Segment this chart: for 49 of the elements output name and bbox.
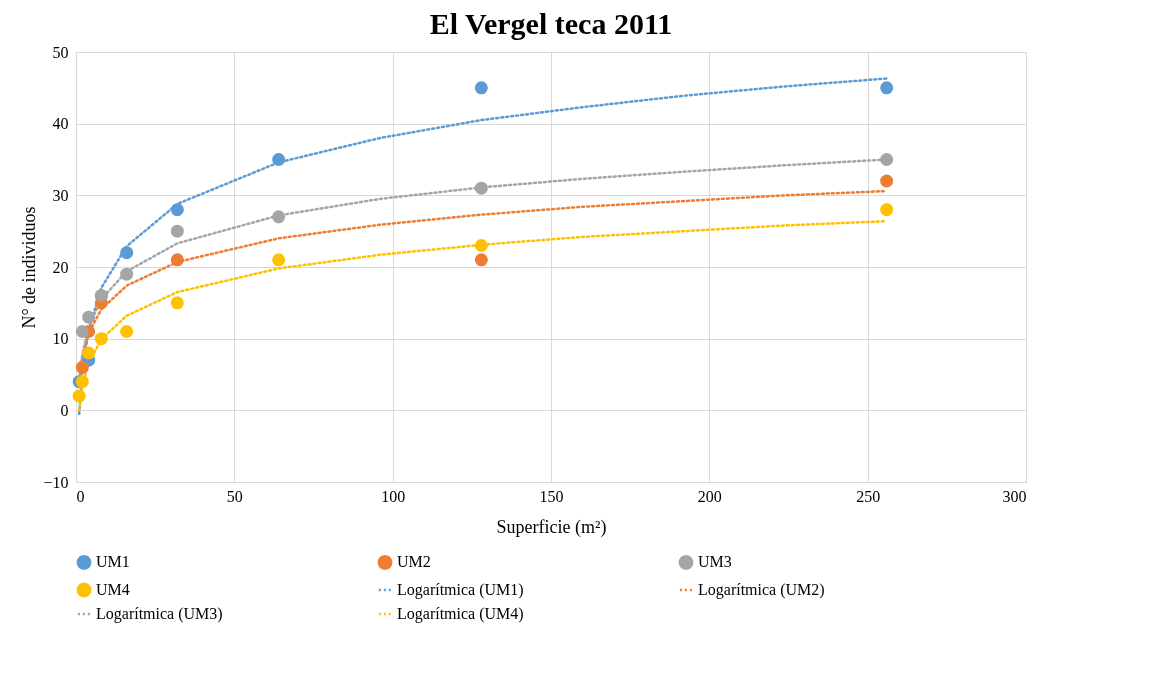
x-tick-label: 250: [856, 487, 881, 505]
point: [170, 224, 184, 238]
point: [120, 246, 134, 260]
point: [82, 346, 96, 360]
point: [474, 238, 488, 253]
point: [82, 310, 96, 324]
point: [880, 203, 894, 217]
x-tick-label: 150: [539, 487, 564, 505]
point: [170, 203, 184, 217]
point: [880, 81, 894, 95]
point: [170, 253, 184, 267]
legend-label: Logarítmica (UM1): [397, 581, 524, 599]
y-tick-label: 50: [52, 43, 69, 61]
x-tick-label: 300: [1002, 487, 1027, 505]
chart-title: El Vergel teca 2011: [429, 7, 673, 40]
legend-label: UM1: [96, 553, 130, 571]
y-tick-label: 0: [60, 401, 69, 419]
point: [474, 81, 488, 95]
point: [72, 389, 86, 403]
y-tick-label: 30: [52, 186, 69, 204]
point: [880, 174, 894, 188]
point: [75, 360, 89, 374]
x-tick-label: 50: [226, 487, 243, 505]
point: [94, 332, 108, 346]
point: [474, 253, 488, 267]
legend-label: Logarítmica (UM3): [96, 605, 223, 623]
legend-label: UM2: [397, 553, 431, 571]
x-tick-label: 200: [697, 487, 722, 505]
legend-label: UM4: [96, 581, 130, 598]
point: [880, 152, 894, 167]
y-tick-label: 10: [52, 330, 69, 348]
point: [272, 152, 286, 167]
legend-label: UM3: [698, 553, 732, 571]
point: [474, 181, 488, 195]
point: [120, 267, 134, 281]
x-axis-title: Superficie (m²): [496, 516, 607, 538]
y-tick-label: −10: [43, 473, 69, 491]
point: [272, 253, 286, 267]
x-tick-label: 0: [76, 487, 85, 505]
point: [75, 324, 89, 339]
y-tick-label: 40: [52, 115, 69, 133]
legend-label: Logarítmica (UM4): [397, 605, 524, 623]
point: [170, 296, 184, 310]
y-tick-label: 20: [52, 258, 69, 276]
y-axis-title: N° de individuos: [19, 206, 40, 329]
point: [120, 324, 134, 339]
point: [272, 210, 286, 224]
x-tick-label: 100: [381, 487, 406, 505]
legend-label: Logarítmica (UM2): [698, 581, 825, 599]
